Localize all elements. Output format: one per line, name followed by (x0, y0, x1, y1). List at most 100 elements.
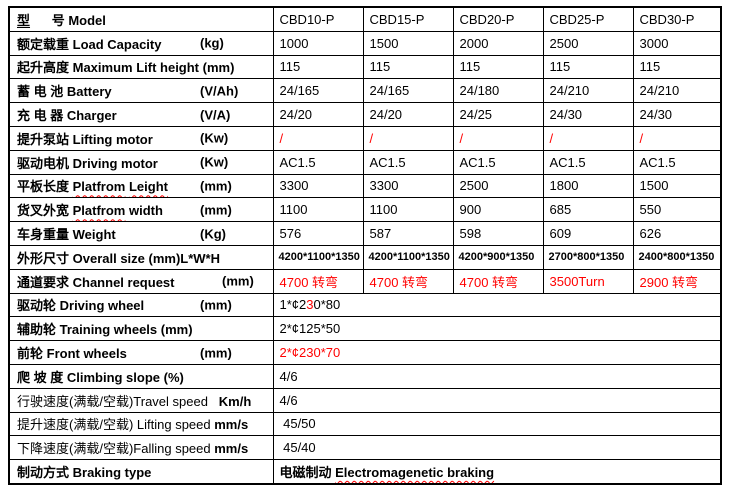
text-segment: 24/20 (369, 107, 403, 123)
cell-lifting-motor-col3: / (452, 125, 544, 151)
row-label-platform-length: 平板长度 Platfrom Leight (mm) (8, 173, 274, 199)
row-unit-battery: (V/Ah) (200, 83, 239, 99)
text-segment: 609 (549, 226, 572, 242)
cell-load-capacity-col3: 2000 (452, 30, 544, 56)
row-label-training-wheels: 辅助轮 Training wheels (mm) (8, 316, 274, 342)
text-segment: 587 (369, 226, 392, 242)
row-label-model: 型 号 Model (8, 6, 274, 32)
cell-driving-motor-col4: AC1.5 (542, 149, 634, 175)
text-segment: 1800 (549, 178, 579, 194)
cell-charger-col4: 24/30 (542, 102, 634, 127)
text-segment: 1100 (369, 202, 398, 218)
text-segment: Travel speed (133, 393, 208, 409)
text-segment: 24/165 (279, 83, 320, 99)
cell-battery-col1: 24/165 (272, 78, 364, 104)
text-segment: 0*80 (313, 297, 341, 313)
row-label-lifting-speed: 提升速度(满载/空载) Lifting speed mm/s (8, 411, 274, 437)
text-segment: Falling speed (133, 441, 215, 457)
row-unit-charger: (V/A) (200, 107, 231, 123)
text-segment: Overall size (mm)L*W*H (72, 250, 220, 266)
text-segment: 4700 转弯 (279, 274, 339, 290)
text-segment: CBD25-P (549, 11, 605, 27)
row-label-platform-width: 货叉外宽 Platfrom width (mm) (8, 197, 274, 223)
cell-lifting-motor-col5: / (632, 125, 722, 151)
table-row-lifting-motor: 提升泵站 Lifting motor (Kw) / / / / / (8, 125, 722, 151)
cell-battery-col2: 24/165 (362, 78, 454, 104)
cell-battery-col4: 24/210 (542, 78, 634, 104)
cell-platform-length-col1: 3300 (272, 173, 364, 199)
text-segment: 115 (279, 59, 301, 75)
text-segment: 115 (459, 59, 481, 75)
text-segment: 115 (369, 59, 391, 75)
row-label-climbing-slope: 爬 坡 度 Climbing slope (%) (8, 363, 274, 389)
text-segment: 1500 (639, 178, 669, 194)
row-label-driving-motor: 驱动电机 Driving motor (Kw) (8, 149, 274, 175)
text-segment: 制动方式 (17, 465, 73, 481)
text-segment: 4/6 (279, 368, 298, 384)
text-segment: CBD10-P (279, 11, 335, 27)
text-segment: 蓄 电 池 (17, 84, 67, 100)
cell-overall-size-col5: 2400*800*1350 (632, 244, 722, 270)
text-segment: 3300 (369, 178, 399, 194)
text-segment: AC1.5 (459, 154, 496, 170)
text-segment: 24/210 (639, 83, 680, 99)
text-segment: Climbing slope (%) (66, 369, 184, 385)
text-segment: 550 (639, 202, 662, 218)
cell-model-col4: CBD25-P (542, 6, 634, 32)
text-segment: 45/40 (279, 440, 316, 456)
text-segment: Driving motor (72, 155, 158, 171)
text-segment: 下降速度(满载/空载) (17, 441, 134, 457)
text-segment: 前轮 (17, 346, 47, 362)
text-segment: 24/25 (459, 107, 493, 123)
table-row-platform-width: 货叉外宽 Platfrom width (mm) 1100 1100 900 685 550 (8, 197, 722, 223)
table-row-overall-size: 外形尺寸 Overall size (mm)L*W*H 4200*1100*135… (8, 244, 722, 270)
table-row-charger: 充 电 器 Charger (V/A) 24/20 24/20 24/25 24/30 24… (8, 102, 722, 127)
row-unit-front-wheels: (mm) (200, 345, 232, 361)
text-segment: 45/50 (279, 416, 316, 432)
cell-driving-wheel-merged: 1*¢230*80 (272, 292, 722, 318)
cell-climbing-slope-merged: 4/6 (272, 363, 722, 389)
cell-weight-col1: 576 (272, 221, 364, 246)
text-segment: 驱动电机 (17, 155, 73, 171)
cell-weight-col3: 598 (452, 221, 544, 246)
table-row-battery: 蓄 电 池 Battery (V/Ah) 24/165 24/165 24/180 24/… (8, 78, 722, 104)
row-unit-driving-wheel: (mm) (200, 297, 232, 313)
text-segment: 900 (459, 202, 482, 218)
cell-charger-col3: 24/25 (452, 102, 544, 127)
text-segment: mm/s (214, 417, 249, 433)
cell-model-col2: CBD15-P (362, 6, 454, 32)
table-row-braking-type: 制动方式 Braking type 电磁制动 Electromagenetic b… (8, 459, 722, 485)
text-segment: Leight (128, 179, 168, 195)
text-segment: 1000 (279, 35, 309, 51)
cell-load-capacity-col4: 2500 (542, 30, 634, 56)
cell-platform-length-col2: 3300 (362, 173, 454, 199)
text-segment: 685 (549, 202, 572, 218)
text-segment: 24/165 (369, 83, 410, 99)
row-label-charger: 充 电 器 Charger (V/A) (8, 102, 274, 127)
text-segment: 1100 (279, 202, 308, 218)
row-unit-platform-length: (mm) (200, 178, 232, 194)
cell-training-wheels-merged: 2*¢125*50 (272, 316, 722, 342)
text-segment: 外形尺寸 (17, 250, 73, 266)
cell-driving-motor-col5: AC1.5 (632, 149, 722, 175)
cell-charger-col2: 24/20 (362, 102, 454, 127)
cell-lifting-motor-col4: / (542, 125, 634, 151)
text-segment: / (639, 130, 644, 146)
text-segment: 1*¢2 (279, 297, 307, 313)
text-segment: Braking type (72, 465, 152, 481)
table-row-channel-request: 通道要求 Channel request (mm) 4700 转弯 4700 转弯 47… (8, 268, 722, 294)
table-row-front-wheels: 前轮 Front wheels (mm) 2*¢230*70 (8, 340, 722, 365)
cell-platform-length-col5: 1500 (632, 173, 722, 199)
text-segment: 626 (639, 226, 662, 242)
text-segment: 576 (279, 226, 302, 242)
row-unit-driving-motor: (Kw) (200, 154, 229, 170)
text-segment: 24/180 (459, 83, 500, 99)
text-segment: width (125, 203, 163, 219)
cell-platform-length-col3: 2500 (452, 173, 544, 199)
text-segment: 车身重量 (17, 227, 73, 243)
text-segment: Weight (72, 227, 116, 243)
cell-weight-col5: 626 (632, 221, 722, 246)
text-segment: Model (68, 12, 106, 28)
text-segment: Load Capacity (72, 36, 162, 52)
text-segment: Electromagenetic braking (335, 465, 495, 481)
